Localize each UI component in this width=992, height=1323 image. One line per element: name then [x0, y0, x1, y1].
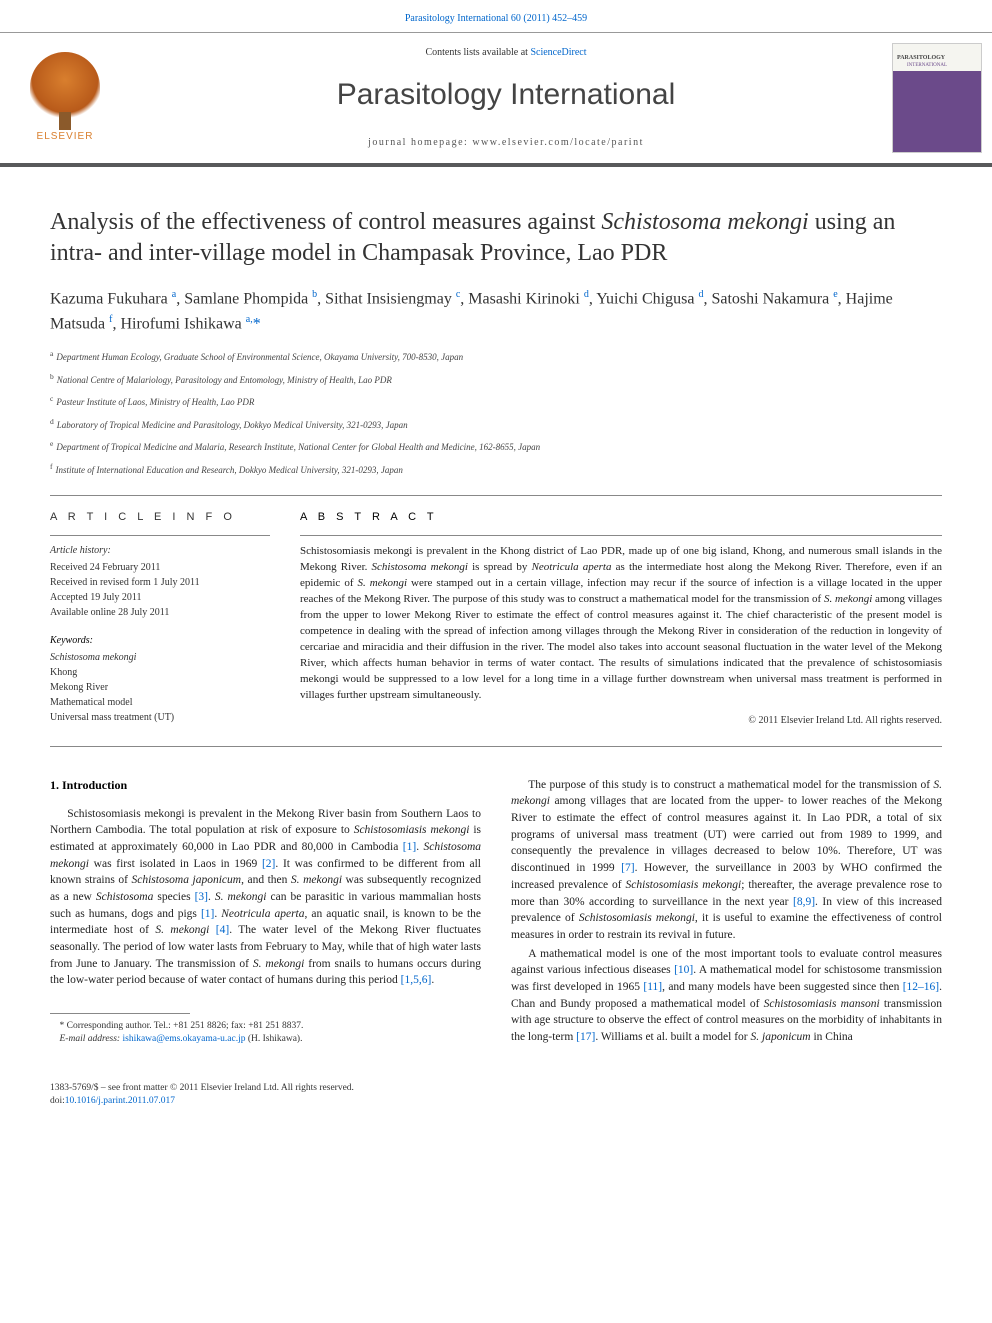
email-label: E-mail address: [60, 1034, 123, 1044]
publisher-logo-area: ELSEVIER [0, 40, 130, 156]
email-suffix: (H. Ishikawa). [245, 1034, 302, 1044]
author-list: Kazuma Fukuhara a, Samlane Phompida b, S… [50, 287, 942, 336]
issn-line: 1383-5769/$ – see front matter © 2011 El… [50, 1082, 942, 1095]
abstract-text: Schistosomiasis mekongi is prevalent in … [300, 544, 942, 703]
history-item: Accepted 19 July 2011 [50, 590, 270, 605]
footnote-divider [50, 1013, 190, 1014]
elsevier-tree-icon [30, 52, 100, 122]
abstract-copyright: © 2011 Elsevier Ireland Ltd. All rights … [300, 714, 942, 728]
history-item: Received 24 February 2011 [50, 560, 270, 575]
doi-link[interactable]: 10.1016/j.parint.2011.07.017 [65, 1096, 175, 1106]
info-abstract-row: A R T I C L E I N F O Article history: R… [50, 510, 942, 728]
journal-masthead: ELSEVIER Contents lists available at Sci… [0, 32, 992, 167]
article-info: A R T I C L E I N F O Article history: R… [50, 510, 270, 728]
publisher-name: ELSEVIER [37, 130, 94, 144]
body-two-column: 1. Introduction Schistosomiasis mekongi … [50, 777, 942, 1048]
article-info-heading: A R T I C L E I N F O [50, 510, 270, 525]
keywords-heading: Keywords: [50, 634, 270, 648]
affiliation-item: eDepartment of Tropical Medicine and Mal… [50, 438, 942, 455]
affiliation-item: aDepartment Human Ecology, Graduate Scho… [50, 348, 942, 365]
running-head: Parasitology International 60 (2011) 452… [0, 0, 992, 32]
section-divider [50, 746, 942, 747]
title-species: Schistosoma mekongi [601, 209, 808, 235]
right-column: The purpose of this study is to construc… [511, 777, 942, 1048]
keyword-list: Schistosoma mekongiKhongMekong RiverMath… [50, 650, 270, 725]
contents-prefix: Contents lists available at [425, 47, 530, 58]
history-list: Received 24 February 2011Received in rev… [50, 560, 270, 620]
history-item: Available online 28 July 2011 [50, 605, 270, 620]
abstract-divider [300, 535, 942, 536]
journal-cover-area [882, 33, 992, 163]
running-head-link[interactable]: Parasitology International 60 (2011) 452… [405, 13, 587, 24]
masthead-center: Contents lists available at ScienceDirec… [130, 36, 882, 160]
contents-list-line: Contents lists available at ScienceDirec… [130, 46, 882, 60]
corresponding-author-note: * Corresponding author. Tel.: +81 251 88… [50, 1020, 481, 1033]
keyword-item: Mathematical model [50, 695, 270, 710]
journal-homepage: journal homepage: www.elsevier.com/locat… [130, 136, 882, 150]
intro-paragraph-1: Schistosomiasis mekongi is prevalent in … [50, 806, 481, 989]
journal-cover-thumbnail [892, 43, 982, 153]
affiliation-item: dLaboratory of Tropical Medicine and Par… [50, 416, 942, 433]
article-body: Analysis of the effectiveness of control… [0, 167, 992, 1068]
info-divider [50, 535, 270, 536]
keyword-item: Universal mass treatment (UT) [50, 710, 270, 725]
history-heading: Article history: [50, 544, 270, 558]
section-heading-intro: 1. Introduction [50, 777, 481, 794]
left-column: 1. Introduction Schistosomiasis mekongi … [50, 777, 481, 1048]
article-title: Analysis of the effectiveness of control… [50, 207, 942, 269]
sciencedirect-link[interactable]: ScienceDirect [530, 47, 586, 58]
abstract-column: A B S T R A C T Schistosomiasis mekongi … [300, 510, 942, 728]
intro-paragraph-3: A mathematical model is one of the most … [511, 946, 942, 1046]
keyword-item: Khong [50, 665, 270, 680]
affiliation-item: bNational Centre of Malariology, Parasit… [50, 371, 942, 388]
title-pre: Analysis of the effectiveness of control… [50, 209, 601, 235]
doi-prefix: doi: [50, 1096, 65, 1106]
history-item: Received in revised form 1 July 2011 [50, 575, 270, 590]
corresponding-email-link[interactable]: ishikawa@ems.okayama-u.ac.jp [122, 1034, 245, 1044]
keyword-item: Mekong River [50, 680, 270, 695]
page-footer: 1383-5769/$ – see front matter © 2011 El… [0, 1068, 992, 1129]
affiliation-item: cPasteur Institute of Laos, Ministry of … [50, 393, 942, 410]
journal-name: Parasitology International [130, 74, 882, 116]
section-divider [50, 495, 942, 496]
affiliation-list: aDepartment Human Ecology, Graduate Scho… [50, 348, 942, 477]
affiliation-item: fInstitute of International Education an… [50, 461, 942, 478]
keyword-item: Schistosoma mekongi [50, 650, 270, 665]
elsevier-logo: ELSEVIER [20, 48, 110, 148]
abstract-heading: A B S T R A C T [300, 510, 942, 525]
intro-paragraph-2: The purpose of this study is to construc… [511, 777, 942, 944]
email-line: E-mail address: ishikawa@ems.okayama-u.a… [50, 1033, 481, 1046]
doi-line: doi:10.1016/j.parint.2011.07.017 [50, 1095, 942, 1108]
